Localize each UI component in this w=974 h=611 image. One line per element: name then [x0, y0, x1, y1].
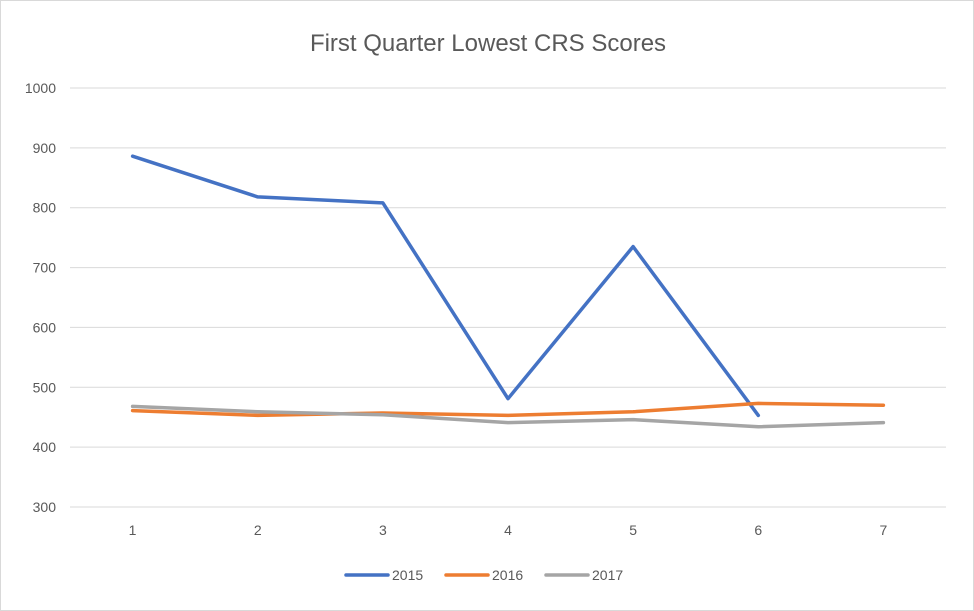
- y-tick-label: 900: [33, 140, 57, 156]
- x-tick-label: 4: [504, 522, 512, 538]
- y-tick-label: 600: [33, 319, 57, 335]
- legend-label: 2017: [592, 567, 623, 583]
- y-tick-label: 300: [33, 499, 57, 515]
- y-tick-label: 700: [33, 260, 57, 276]
- x-tick-label: 1: [129, 522, 137, 538]
- series-line-2016: [130, 401, 886, 418]
- series-line-2015: [130, 154, 761, 418]
- x-tick-label: 3: [379, 522, 387, 538]
- x-tick-label: 5: [629, 522, 637, 538]
- x-tick-label: 6: [754, 522, 762, 538]
- chart-title: First Quarter Lowest CRS Scores: [310, 30, 666, 57]
- x-tick-label: 7: [880, 522, 888, 538]
- y-tick-label: 400: [33, 439, 57, 455]
- legend: 2015 2016 2017: [344, 567, 623, 583]
- y-tick-label: 500: [33, 379, 57, 395]
- x-tick-label: 2: [254, 522, 262, 538]
- legend-label: 2016: [492, 567, 523, 583]
- x-axis-ticks: 1 2 3 4 5 6 7: [129, 522, 888, 538]
- legend-label: 2015: [392, 567, 423, 583]
- y-tick-label: 800: [33, 200, 57, 216]
- y-axis-ticks: 300 400 500 600 700 800 900 1000: [25, 80, 56, 515]
- y-tick-label: 1000: [25, 80, 56, 96]
- series-lines: [130, 154, 886, 429]
- gridlines: [70, 87, 946, 508]
